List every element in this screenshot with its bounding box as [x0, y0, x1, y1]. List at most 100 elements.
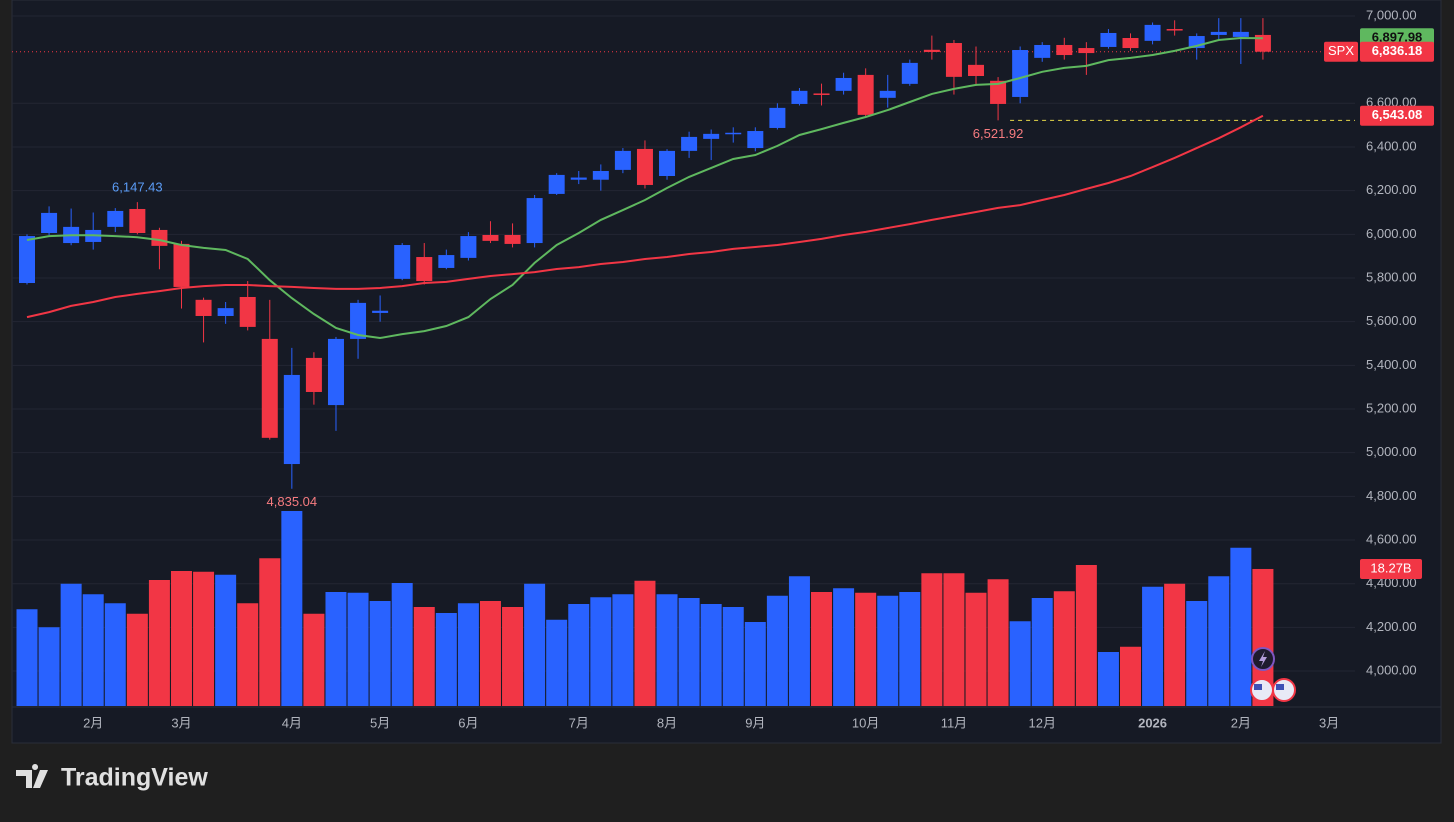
volume-bar — [1097, 652, 1119, 706]
candle-body — [968, 64, 985, 76]
candle-body — [1056, 44, 1073, 56]
candle-body — [901, 62, 918, 84]
candle-body — [747, 131, 764, 149]
candle-body — [636, 148, 653, 185]
x-tick-label: 8月 — [657, 715, 677, 730]
x-tick-label: 11月 — [941, 715, 968, 730]
candle-body — [681, 136, 698, 151]
volume-bar — [1164, 583, 1186, 706]
volume-bar — [1252, 568, 1274, 706]
volume-bar — [744, 622, 766, 706]
moving-average-line — [26, 36, 1263, 340]
volume-bar — [943, 573, 965, 706]
volume-label: 18.27B — [1370, 560, 1411, 575]
volume-bar — [877, 595, 899, 706]
high-annotation: 6,147.43 — [112, 180, 163, 195]
volume-bar — [259, 558, 281, 706]
volume-bar — [170, 571, 192, 706]
flag-icon — [1276, 684, 1284, 690]
candle-body — [1166, 29, 1183, 31]
candle-body — [1210, 31, 1227, 35]
candle-body — [107, 210, 124, 227]
candle-body — [173, 243, 190, 287]
plot — [12, 15, 1355, 706]
volume-bar — [568, 604, 590, 706]
y-tick-label: 6,200.00 — [1366, 182, 1417, 197]
candle-body — [19, 236, 35, 284]
candle-body — [217, 308, 234, 316]
volume-bar — [1142, 586, 1164, 706]
candle-body — [41, 212, 58, 234]
volume-bar — [281, 511, 303, 706]
volume-bar — [766, 595, 788, 706]
volume-bar — [700, 604, 722, 706]
candle-body — [879, 90, 896, 98]
candle-body — [1144, 24, 1161, 41]
volume-bar — [104, 603, 126, 706]
y-tick-label: 7,000.00 — [1366, 7, 1417, 22]
x-tick-label: 3月 — [171, 715, 191, 730]
candle-body — [416, 257, 433, 282]
ma-label: 6,543.08 — [1372, 107, 1423, 122]
volume-bar — [1075, 565, 1097, 706]
candle-body — [813, 93, 830, 95]
moving-average-line — [26, 114, 1264, 319]
volume-bar — [524, 583, 546, 706]
volume-bar — [788, 576, 810, 706]
y-tick-label: 5,200.00 — [1366, 400, 1417, 415]
logo-text: TradingView — [61, 764, 208, 792]
volume-bar — [612, 594, 634, 706]
candle-body — [239, 296, 256, 327]
x-tick-label: 7月 — [569, 715, 589, 730]
y-tick-label: 6,000.00 — [1366, 226, 1417, 241]
candle-body — [460, 236, 477, 258]
y-tick-label: 5,600.00 — [1366, 313, 1417, 328]
volume-bar — [1120, 646, 1141, 706]
volume-bar — [303, 613, 325, 706]
volume-bar — [413, 607, 435, 706]
candle-body — [129, 208, 146, 234]
candle-body — [526, 198, 543, 244]
candle-body — [725, 132, 742, 135]
candle-body — [438, 255, 455, 268]
volume-bar — [811, 592, 833, 706]
volume-bar — [347, 592, 369, 706]
candle-body — [350, 302, 367, 339]
candle-body — [482, 234, 499, 241]
volume-bar — [38, 627, 60, 706]
candle-body — [327, 338, 344, 406]
volume-bar — [899, 592, 921, 706]
labels: 7,000.006,600.006,400.006,200.006,000.00… — [83, 7, 1434, 730]
volume-bar — [193, 571, 215, 706]
candle-body — [614, 150, 631, 170]
candle-body — [703, 133, 720, 139]
ma-label: 6,897.98 — [1372, 30, 1423, 45]
price-label: 6,836.18 — [1372, 43, 1423, 58]
candle-body — [835, 77, 852, 91]
volume-bar — [479, 601, 501, 706]
flag-icon — [1254, 684, 1262, 690]
x-tick-label: 10月 — [852, 715, 879, 730]
ma-label-box — [1360, 105, 1434, 126]
volume-bar — [215, 574, 237, 706]
candle-body — [1122, 37, 1139, 49]
x-tick-label: 2月 — [1231, 715, 1251, 730]
x-tick-label: 9月 — [745, 715, 765, 730]
volume-bar — [921, 573, 943, 706]
volume-bar — [855, 592, 877, 706]
candle-body — [1078, 48, 1095, 54]
volume-bar — [678, 598, 700, 706]
x-tick-label: 4月 — [282, 715, 302, 730]
symbol-label: SPX — [1328, 43, 1354, 58]
volume-bar — [1053, 591, 1075, 706]
candle-body — [283, 374, 300, 465]
y-tick-label: 6,400.00 — [1366, 138, 1417, 153]
low-annotation: 4,835.04 — [267, 494, 318, 509]
volume-bar — [435, 613, 457, 706]
candle-body — [857, 74, 874, 115]
volume-bar — [546, 619, 568, 706]
volume-bar — [1208, 576, 1230, 706]
volume-bar — [590, 597, 612, 706]
